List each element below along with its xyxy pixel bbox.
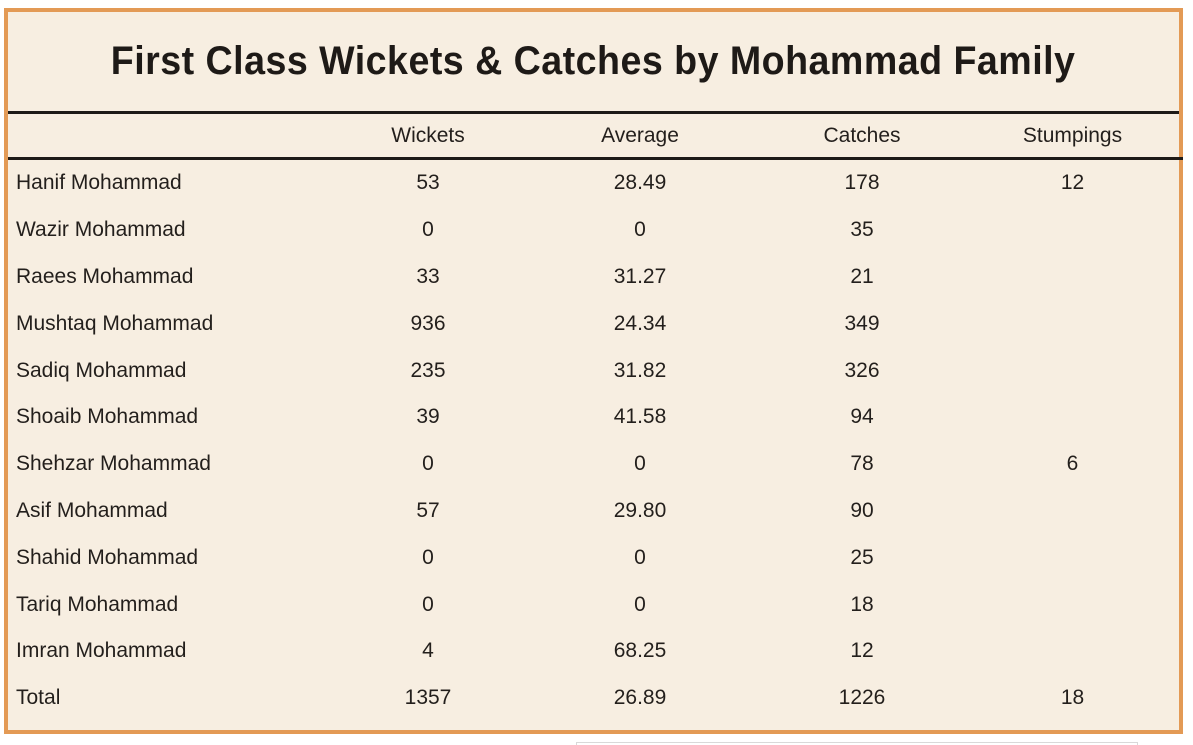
average-cell: 68.25: [613, 639, 667, 663]
title-bar: First Class Wickets & Catches by Mohamma…: [8, 12, 1179, 114]
catches-cell: 178: [844, 171, 880, 195]
player-name: Tariq Mohammad: [16, 592, 179, 616]
table-row: Shahid Mohammad 0 0 25: [8, 534, 1183, 581]
player-name: Raees Mohammad: [16, 264, 194, 288]
average-total: 26.89: [613, 686, 667, 710]
catches-cell: 78: [850, 452, 874, 476]
average-cell: 28.49: [613, 171, 667, 195]
catches-cell: 90: [850, 498, 874, 522]
table-row: Shoaib Mohammad 39 41.58 94: [8, 394, 1183, 441]
player-name: Hanif Mohammad: [16, 171, 182, 195]
stumpings-cell: 12: [1060, 171, 1085, 195]
stats-table: Wickets Average Catches Stumpings Hanif …: [8, 114, 1183, 722]
table-row: Raees Mohammad 33 31.27 21: [8, 254, 1183, 301]
stumpings-cell: 6: [1066, 452, 1079, 476]
stumpings-cell: [962, 254, 1183, 301]
page-title: First Class Wickets & Catches by Mohamma…: [111, 39, 1076, 83]
average-cell: 0: [634, 545, 646, 569]
player-name: Wazir Mohammad: [16, 218, 186, 242]
average-cell: 0: [634, 218, 646, 242]
column-header-stumpings: Stumpings: [962, 114, 1183, 160]
player-name: Sadiq Mohammad: [16, 358, 187, 382]
table-row: Shehzar Mohammad 0 0 78 6: [8, 441, 1183, 488]
table-row: Tariq Mohammad 0 0 18: [8, 581, 1183, 628]
wickets-total: 1357: [404, 686, 452, 710]
average-cell: 24.34: [613, 311, 667, 335]
wickets-cell: 39: [416, 405, 440, 429]
stumpings-cell: [962, 581, 1183, 628]
catches-cell: 35: [850, 218, 874, 242]
total-row: Total 1357 26.89 1226 18: [8, 675, 1183, 722]
catches-cell: 21: [850, 264, 874, 288]
scrollbar-edge: [576, 742, 1138, 745]
player-name: Imran Mohammad: [16, 639, 187, 663]
average-cell: 0: [634, 592, 646, 616]
catches-cell: 12: [850, 639, 874, 663]
stumpings-cell: [962, 628, 1183, 675]
table-row: Wazir Mohammad 0 0 35: [8, 207, 1183, 254]
player-name: Shoaib Mohammad: [16, 405, 199, 429]
total-label: Total: [16, 686, 61, 710]
wickets-cell: 936: [410, 311, 446, 335]
wickets-cell: 0: [422, 592, 434, 616]
average-cell: 29.80: [613, 498, 667, 522]
catches-cell: 326: [844, 358, 880, 382]
average-cell: 31.27: [613, 264, 667, 288]
table-row: Sadiq Mohammad 235 31.82 326: [8, 347, 1183, 394]
wickets-cell: 235: [410, 358, 446, 382]
table-row: Mushtaq Mohammad 936 24.34 349: [8, 300, 1183, 347]
wickets-cell: 33: [416, 264, 440, 288]
average-cell: 0: [634, 452, 646, 476]
wickets-cell: 57: [416, 498, 440, 522]
wickets-cell: 0: [422, 452, 434, 476]
column-header-name: [8, 114, 338, 160]
stumpings-cell: [962, 394, 1183, 441]
stumpings-cell: [962, 207, 1183, 254]
header-row: Wickets Average Catches Stumpings: [8, 114, 1183, 160]
stumpings-cell: [962, 488, 1183, 535]
player-name: Mushtaq Mohammad: [16, 311, 214, 335]
wickets-cell: 53: [416, 171, 440, 195]
stumpings-cell: [962, 347, 1183, 394]
wickets-cell: 0: [422, 218, 434, 242]
average-cell: 31.82: [613, 358, 667, 382]
stumpings-total: 18: [1060, 686, 1085, 710]
catches-cell: 25: [850, 545, 874, 569]
stumpings-cell: [962, 300, 1183, 347]
column-header-average: Average: [518, 114, 762, 160]
catches-total: 1226: [838, 686, 886, 710]
column-header-catches: Catches: [762, 114, 962, 160]
wickets-cell: 4: [422, 639, 434, 663]
table-row: Hanif Mohammad 53 28.49 178 12: [8, 159, 1183, 207]
player-name: Shahid Mohammad: [16, 545, 199, 569]
player-name: Asif Mohammad: [16, 498, 168, 522]
table-row: Asif Mohammad 57 29.80 90: [8, 488, 1183, 535]
average-cell: 41.58: [613, 405, 667, 429]
column-header-wickets: Wickets: [338, 114, 518, 160]
table-frame: First Class Wickets & Catches by Mohamma…: [4, 8, 1183, 734]
table-row: Imran Mohammad 4 68.25 12: [8, 628, 1183, 675]
catches-cell: 18: [850, 592, 874, 616]
catches-cell: 349: [844, 311, 880, 335]
catches-cell: 94: [850, 405, 874, 429]
stumpings-cell: [962, 534, 1183, 581]
wickets-cell: 0: [422, 545, 434, 569]
player-name: Shehzar Mohammad: [16, 452, 211, 476]
